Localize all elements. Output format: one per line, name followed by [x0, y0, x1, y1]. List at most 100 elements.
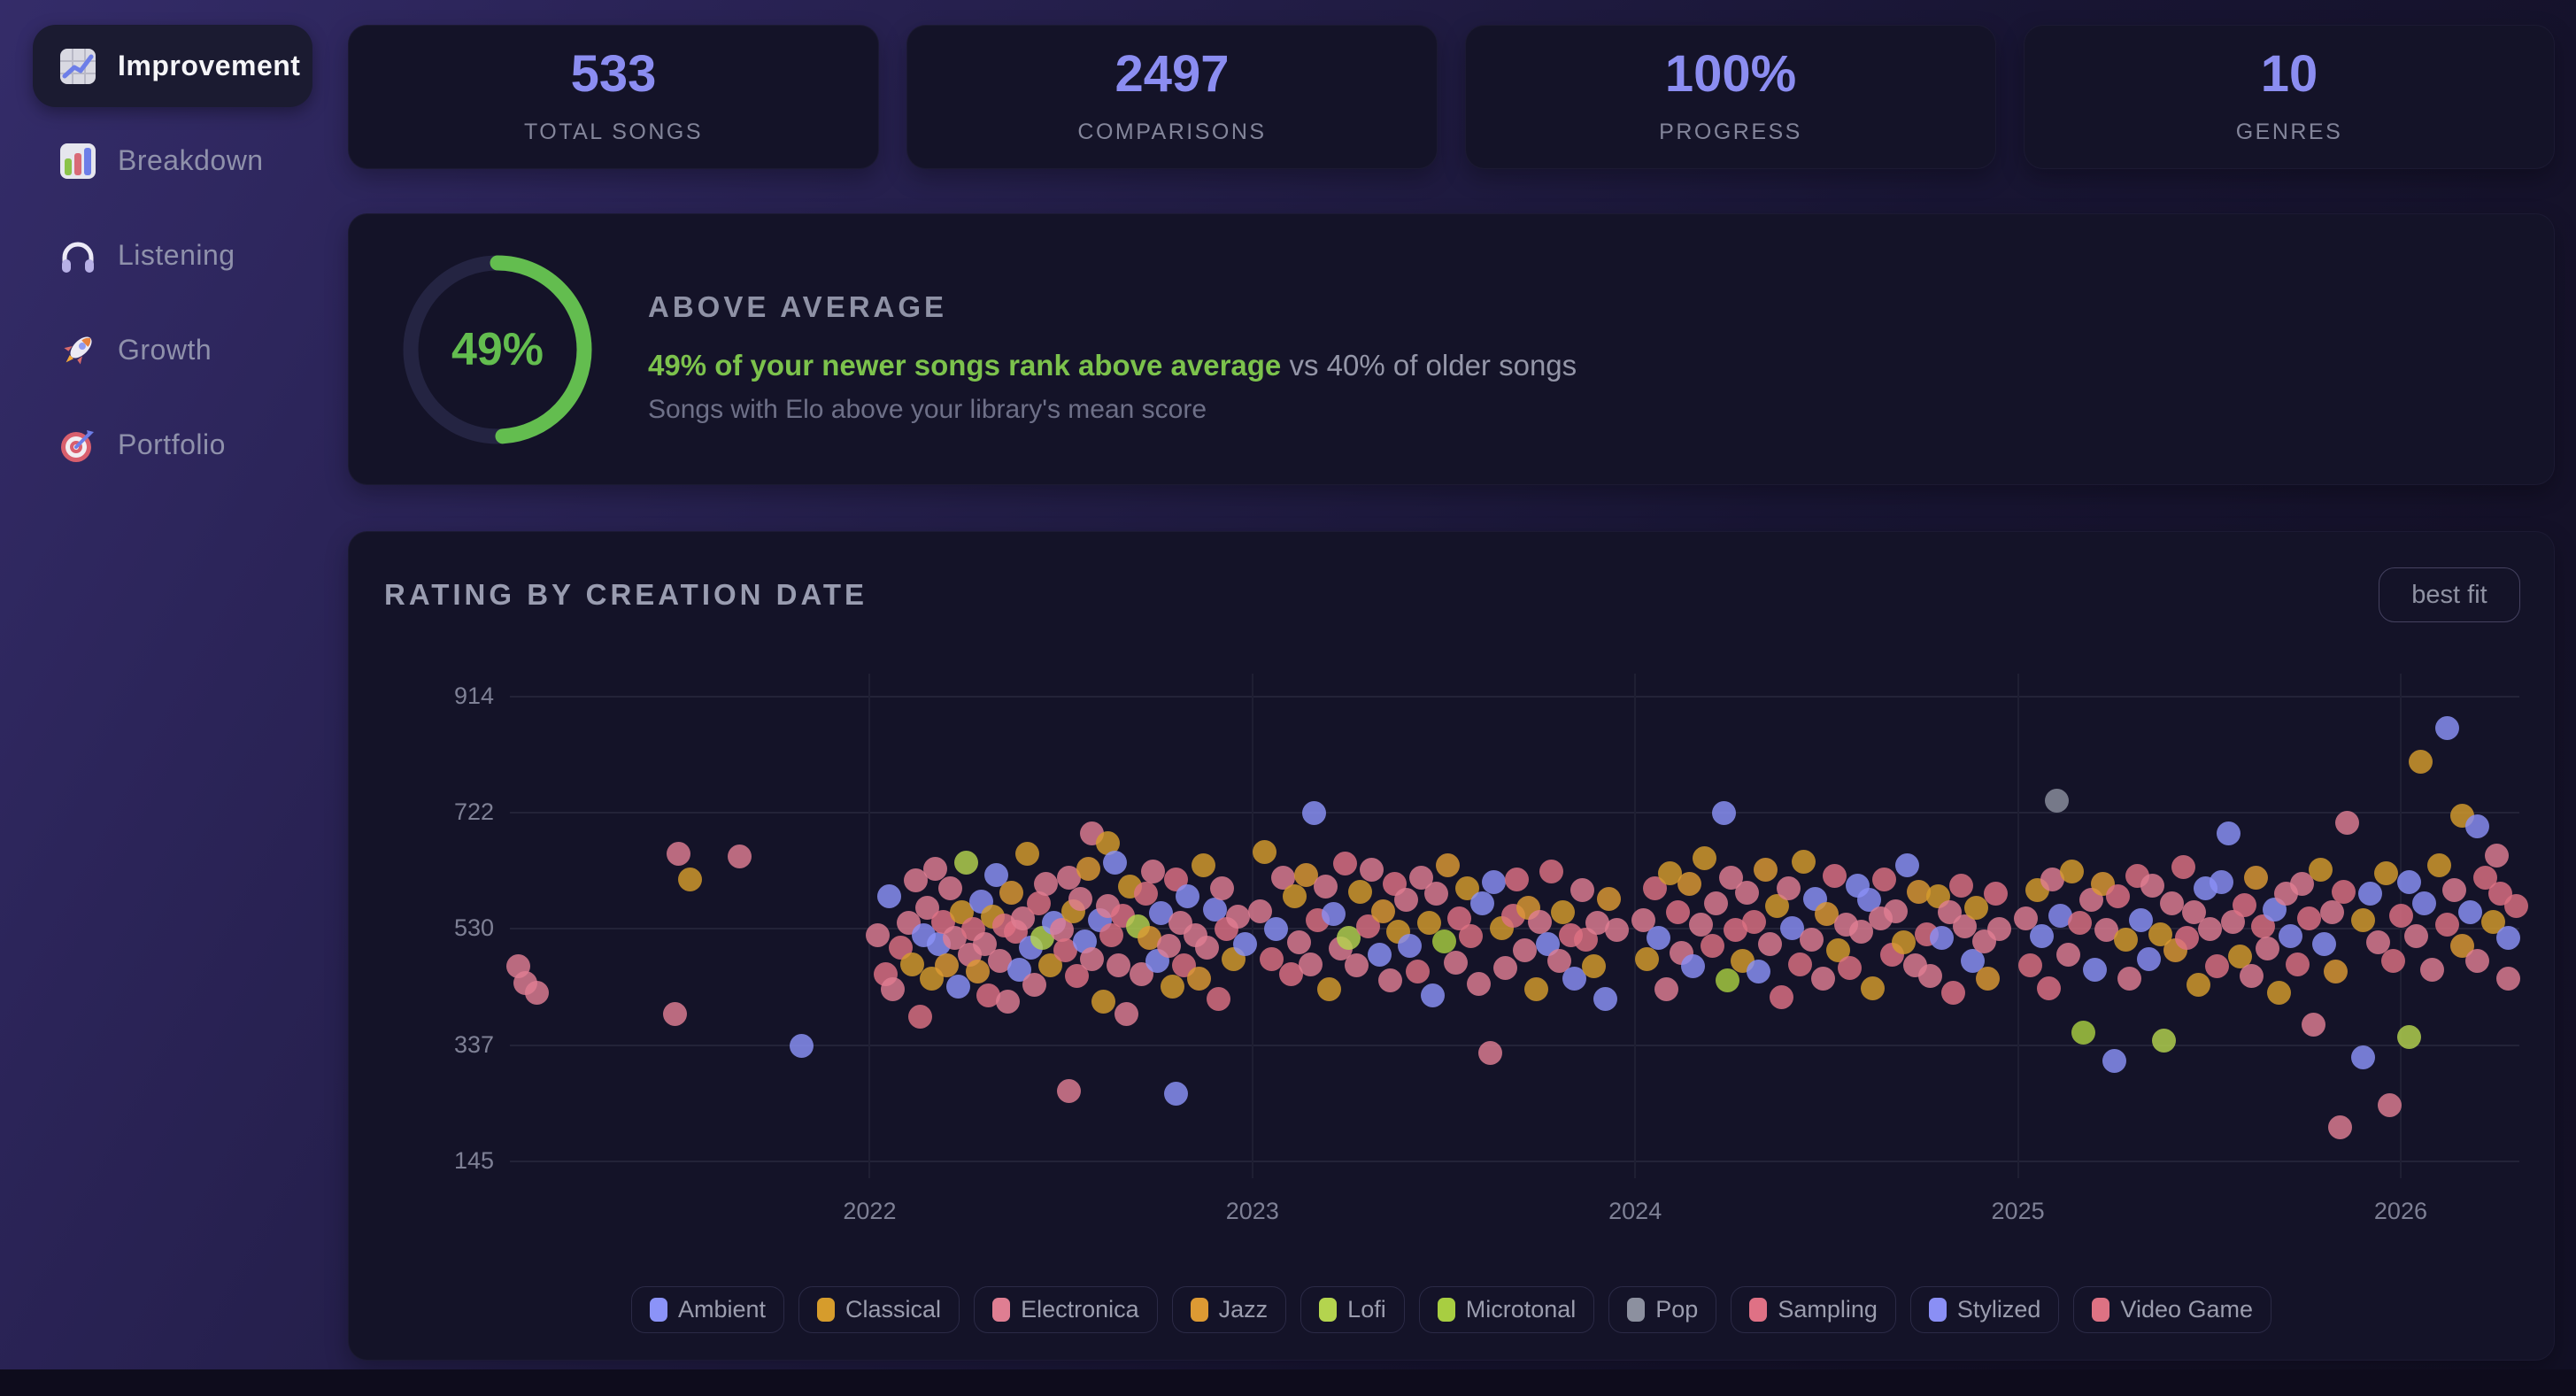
- data-point: [1986, 917, 2011, 942]
- rating-chart-card: RATING BY CREATION DATE best fit 914 722 5…: [348, 531, 2555, 1361]
- data-point: [1014, 841, 1039, 866]
- data-point: [1091, 989, 1116, 1014]
- sidebar-item-label: Breakdown: [118, 144, 264, 176]
- data-point: [1681, 954, 1706, 979]
- progress-label: PROGRESS: [1659, 120, 1802, 144]
- legend-swatch: [1928, 1298, 1947, 1322]
- data-point: [1838, 956, 1863, 981]
- data-point: [2396, 869, 2421, 894]
- legend-swatch: [992, 1298, 1011, 1322]
- data-point: [2232, 892, 2256, 917]
- data-point: [1344, 953, 1369, 978]
- data-point: [1317, 977, 1342, 1002]
- legend-label: Electronica: [1021, 1296, 1139, 1323]
- data-point: [1742, 909, 1767, 934]
- page-bottom-strip: [0, 1369, 2576, 1396]
- data-point: [938, 875, 963, 900]
- data-point: [2327, 1114, 2352, 1139]
- data-point: [2377, 1093, 2402, 1118]
- data-point: [1076, 856, 1100, 881]
- data-point: [1891, 930, 1916, 955]
- data-point: [2037, 976, 2062, 1000]
- data-point: [1321, 902, 1346, 926]
- data-point: [2324, 959, 2348, 983]
- legend-chip-lofi[interactable]: Lofi: [1300, 1286, 1405, 1333]
- legend-chip-video-game[interactable]: Video Game: [2073, 1286, 2272, 1333]
- data-point: [1635, 947, 1660, 972]
- data-point: [1800, 928, 1824, 953]
- legend-chip-microtonal[interactable]: Microtonal: [1418, 1286, 1595, 1333]
- sidebar-item-improvement[interactable]: Improvement: [33, 25, 312, 107]
- data-point: [2159, 891, 2184, 916]
- data-point: [2029, 924, 2054, 949]
- data-point: [877, 883, 902, 908]
- data-point: [1551, 899, 1576, 924]
- data-point: [1895, 853, 1920, 878]
- data-point: [1477, 1041, 1502, 1065]
- stat-card-genres: 10 GENRES: [2024, 25, 2555, 169]
- legend-swatch: [1190, 1298, 1208, 1322]
- headphones-icon: [58, 235, 98, 276]
- data-point: [1677, 871, 1701, 896]
- data-point: [2113, 928, 2138, 953]
- data-point: [1080, 947, 1105, 972]
- legend-chip-sampling[interactable]: Sampling: [1731, 1286, 1896, 1333]
- data-point: [1647, 926, 1671, 951]
- sidebar-item-growth[interactable]: Growth: [33, 309, 312, 391]
- legend-swatch: [817, 1298, 836, 1322]
- legend-chip-classical[interactable]: Classical: [798, 1286, 960, 1333]
- gridline: [510, 1044, 2519, 1046]
- data-point: [1757, 932, 1782, 957]
- legend-chip-jazz[interactable]: Jazz: [1171, 1286, 1287, 1333]
- data-point: [1715, 968, 1739, 993]
- y-tick-label: 914: [453, 682, 494, 709]
- data-point: [945, 974, 970, 999]
- data-point: [1788, 952, 1813, 976]
- data-point: [2136, 947, 2161, 972]
- data-point: [2128, 907, 2153, 932]
- data-point: [1103, 850, 1128, 875]
- data-point: [1466, 971, 1491, 996]
- data-point: [1367, 942, 1392, 967]
- sidebar-item-breakdown[interactable]: Breakdown: [33, 120, 312, 202]
- data-point: [2404, 924, 2429, 949]
- sidebar-item-portfolio[interactable]: Portfolio: [33, 404, 312, 486]
- sidebar-item-listening[interactable]: Listening: [33, 214, 312, 297]
- stat-card-total-songs: 533 TOTAL SONGS: [348, 25, 879, 169]
- progress-value: 100%: [1664, 45, 1797, 103]
- legend-chip-ambient[interactable]: Ambient: [630, 1286, 785, 1333]
- scatter-plot: [505, 674, 2528, 1178]
- legend-label: Video Game: [2120, 1296, 2254, 1323]
- data-point: [1347, 879, 1372, 904]
- data-point: [2171, 855, 2195, 880]
- y-tick-label: 337: [453, 1030, 494, 1058]
- data-point: [1107, 953, 1131, 978]
- insight-line: 49% of your newer songs rank above avera…: [648, 349, 1577, 382]
- comparisons-label: COMPARISONS: [1077, 120, 1267, 144]
- data-point: [1233, 932, 1258, 957]
- data-point: [1975, 967, 2000, 991]
- data-point: [1194, 935, 1219, 960]
- data-point: [2301, 1012, 2325, 1037]
- legend-swatch: [649, 1298, 667, 1322]
- y-tick-label: 722: [453, 798, 494, 825]
- data-point: [1302, 801, 1326, 825]
- data-point: [1811, 967, 1836, 991]
- best-fit-button[interactable]: best fit: [2379, 567, 2520, 622]
- data-point: [2255, 936, 2279, 960]
- legend-chip-pop[interactable]: Pop: [1608, 1286, 1717, 1333]
- genres-value: 10: [2260, 45, 2318, 103]
- legend-chip-stylized[interactable]: Stylized: [1909, 1286, 2060, 1333]
- x-tick-label: 2023: [1225, 1198, 1279, 1224]
- data-point: [907, 1005, 932, 1030]
- data-point: [1141, 860, 1166, 884]
- data-point: [2358, 882, 2383, 906]
- bar-chart-icon: [58, 141, 98, 181]
- y-tick-label: 530: [453, 914, 494, 942]
- data-point: [1424, 882, 1449, 906]
- legend-chip-electronica[interactable]: Electronica: [974, 1286, 1158, 1333]
- data-point: [1398, 934, 1423, 959]
- data-point: [2117, 967, 2141, 991]
- data-point: [662, 1001, 687, 1026]
- data-point: [2055, 942, 2080, 967]
